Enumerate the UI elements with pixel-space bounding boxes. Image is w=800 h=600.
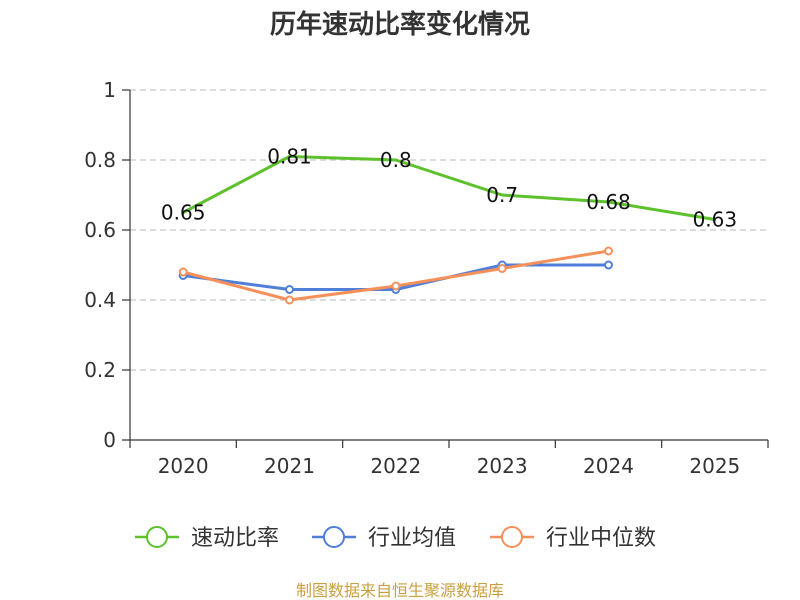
x-tick-label: 2021 [264,454,315,478]
x-tick-label: 2020 [158,454,209,478]
data-point-marker [285,295,294,305]
y-tick-label: 0.6 [84,218,116,242]
series-layer [178,155,716,305]
legend-label: 速动比率 [191,526,279,551]
chart-title: 历年速动比率变化情况 [270,9,530,40]
label-layer: 0.65 0.81 0.8 0.7 0.68 0.63 [161,145,737,232]
data-point-marker [391,281,401,291]
legend-item-1[interactable]: 速动比率 [135,526,279,551]
y-tick-label: 0.2 [84,358,116,382]
data-point-marker [285,285,294,294]
legend-marker [323,526,345,548]
data-point-marker [604,246,613,256]
data-label: 0.65 [161,201,206,225]
x-tick-label: 2023 [477,454,528,478]
legend-label: 行业均值 [368,526,456,551]
y-tick-label: 0.4 [84,288,116,312]
legend-item-2[interactable]: 行业均值 [312,526,456,551]
data-label: 0.81 [267,145,312,169]
data-label: 0.8 [380,148,412,172]
data-label: 0.63 [693,208,738,232]
series-line-1 [182,155,716,221]
legend-marker [146,526,168,548]
source-note: 制图数据来自恒生聚源数据库 [296,581,504,600]
data-label: 0.68 [586,190,631,214]
grid-layer [130,89,768,371]
data-point-marker [178,267,188,277]
legend-label: 行业中位数 [546,526,656,551]
data-point-marker [497,264,507,273]
data-point-marker [604,260,613,270]
y-tick-label: 1 [103,78,116,102]
x-tick-label: 2022 [370,454,421,478]
y-tick-label: 0 [103,428,116,452]
x-tick-label: 2024 [583,454,634,478]
y-tick-label: 0.8 [84,148,116,172]
legend-item-3[interactable]: 行业中位数 [490,526,656,551]
data-label: 0.7 [486,183,518,207]
x-tick-label: 2025 [689,454,740,478]
legend-marker [501,526,523,548]
legend[interactable]: 速动比率 行业均值 行业中位数 [135,526,656,551]
